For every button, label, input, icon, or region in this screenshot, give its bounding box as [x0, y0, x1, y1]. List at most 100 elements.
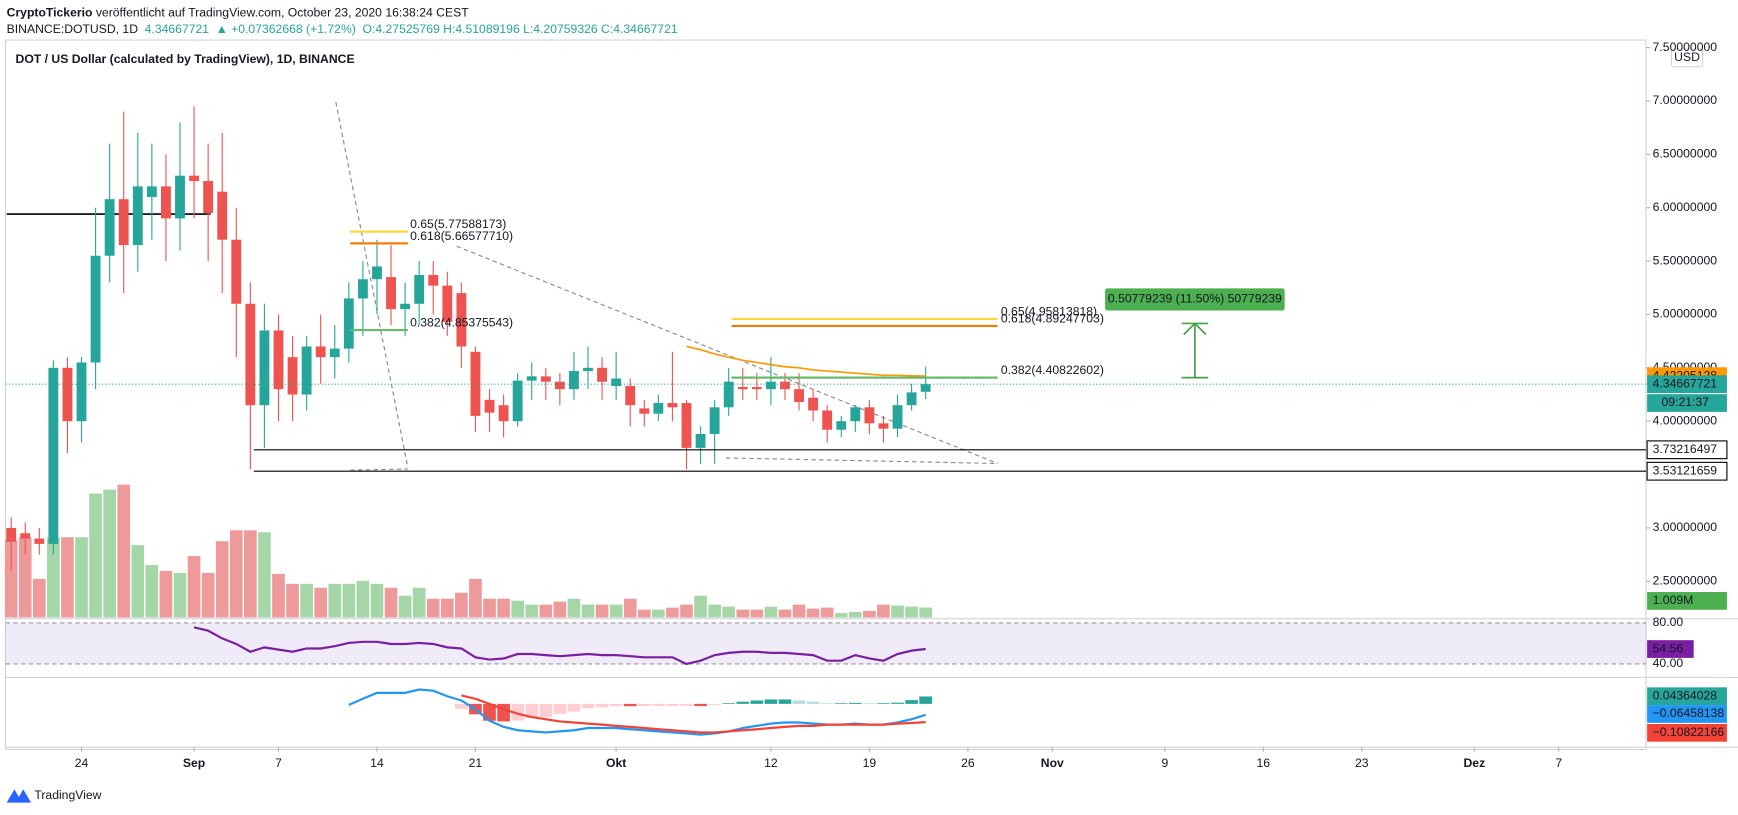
candle-body [287, 357, 298, 395]
macd-badge: 0.04364028 [1653, 688, 1718, 702]
countdown-box [1647, 394, 1727, 412]
volume-bar [159, 570, 173, 618]
volume-bar [286, 583, 299, 618]
candle-body [329, 348, 340, 358]
volume-bar [272, 573, 285, 618]
x-tick-label: 14 [370, 756, 384, 770]
fib-label: 0.382(4.40822602) [1001, 363, 1104, 377]
macd-histogram-bar [511, 703, 524, 721]
candle-body [554, 381, 565, 390]
volume-bar [834, 613, 848, 618]
candle-body [456, 293, 467, 347]
candle-body [569, 371, 579, 390]
price-badge-box [1646, 440, 1728, 460]
volume-bar [863, 610, 876, 618]
price-badge: 3.73216497 [1653, 442, 1718, 456]
trend-line [456, 245, 998, 464]
candle-body [414, 274, 425, 304]
macd-badge: −0.10822166 [1653, 725, 1725, 739]
candle-body [892, 405, 903, 429]
trend-line [726, 457, 998, 465]
candle-body [737, 387, 748, 390]
fib-label: 0.65(4.95813818) [1001, 304, 1097, 318]
candle-body [20, 533, 31, 539]
macd-histogram-bar [637, 703, 651, 707]
candle-body [428, 274, 439, 286]
candle-body [442, 285, 453, 322]
ohlc: O:4.27525769 H:4.51089196 L:4.20759326 C… [363, 22, 678, 36]
candle-body [695, 433, 706, 448]
macd-histogram-bar [694, 703, 707, 707]
y-tick-label: 7.50000000 [1653, 40, 1718, 54]
volume-bar [314, 587, 328, 618]
volume-bar [553, 601, 567, 618]
volume-bar [525, 604, 539, 618]
macd-histogram-bar [848, 702, 862, 704]
y-tick-label: 7.00000000 [1653, 93, 1718, 107]
x-tick-label: 21 [469, 756, 483, 770]
volume-bar [623, 598, 637, 618]
candle-body [836, 421, 847, 430]
candle-body [808, 397, 819, 411]
last-price: 4.34667721 [145, 22, 210, 36]
rsi-band [5, 622, 1647, 664]
macd-histogram-bar [806, 701, 820, 704]
macd-histogram-bar [623, 703, 637, 707]
fib-label: 0.65(5.77588173) [410, 217, 506, 231]
candle-body [48, 367, 59, 544]
macd-histogram-bar [553, 703, 567, 714]
x-tick-label: 12 [764, 756, 778, 770]
volume-bar [764, 606, 778, 618]
y-tick-label: 2.50000000 [1653, 574, 1718, 588]
volume-bar [483, 598, 496, 618]
macd-histogram-bar [680, 703, 693, 706]
x-tick-label: Nov [1041, 756, 1064, 770]
candle-body [583, 367, 593, 372]
volume-bar [778, 609, 792, 618]
x-tick-label: Sep [183, 756, 205, 770]
chart-title: DOT / US Dollar (calculated by TradingVi… [16, 52, 355, 66]
x-tick-label: Okt [606, 756, 626, 770]
volume-bar [511, 600, 524, 618]
candle-body [526, 376, 537, 381]
candle-body [611, 378, 622, 386]
trend-line [350, 468, 408, 471]
candle-body [6, 527, 17, 542]
volume-bar [722, 606, 736, 618]
volume-bar [328, 583, 342, 618]
volume-bar [806, 608, 820, 618]
volume-bar [609, 604, 623, 618]
volume-bar [637, 609, 651, 618]
published: veröffentlicht auf TradingView.com, Octo… [92, 6, 469, 20]
volume-badge: 1.009M [1653, 593, 1694, 607]
candle-body [175, 175, 185, 219]
volume-bar [342, 583, 356, 618]
candle-body [822, 410, 833, 430]
macd-histogram-bar [652, 703, 665, 707]
volume-bar [708, 604, 721, 618]
volume-bar [131, 545, 145, 618]
candle-body [765, 381, 776, 390]
candle-body [498, 405, 509, 422]
y-tick-label: 6.00000000 [1653, 200, 1718, 214]
candle-body [400, 303, 411, 310]
volume-bar [666, 607, 679, 618]
candle-body [203, 181, 214, 214]
candle-body [878, 423, 889, 429]
candle-body [639, 408, 650, 414]
candle-body [245, 303, 256, 406]
candle-body [850, 407, 861, 422]
macd-histogram-bar [905, 700, 918, 704]
candle-body [906, 392, 917, 406]
volume-bar [75, 537, 88, 618]
volume-badge-box [1647, 592, 1727, 610]
volume-bar [848, 611, 862, 618]
measure-label: 0.50779239 (11.50%) 50779239 [1108, 292, 1282, 306]
candle-body [864, 407, 875, 424]
volume-bar [820, 607, 834, 618]
footer: TradingView [34, 788, 101, 802]
candle-body [484, 399, 495, 413]
candle-body [709, 407, 720, 434]
volume-bar [694, 595, 707, 618]
